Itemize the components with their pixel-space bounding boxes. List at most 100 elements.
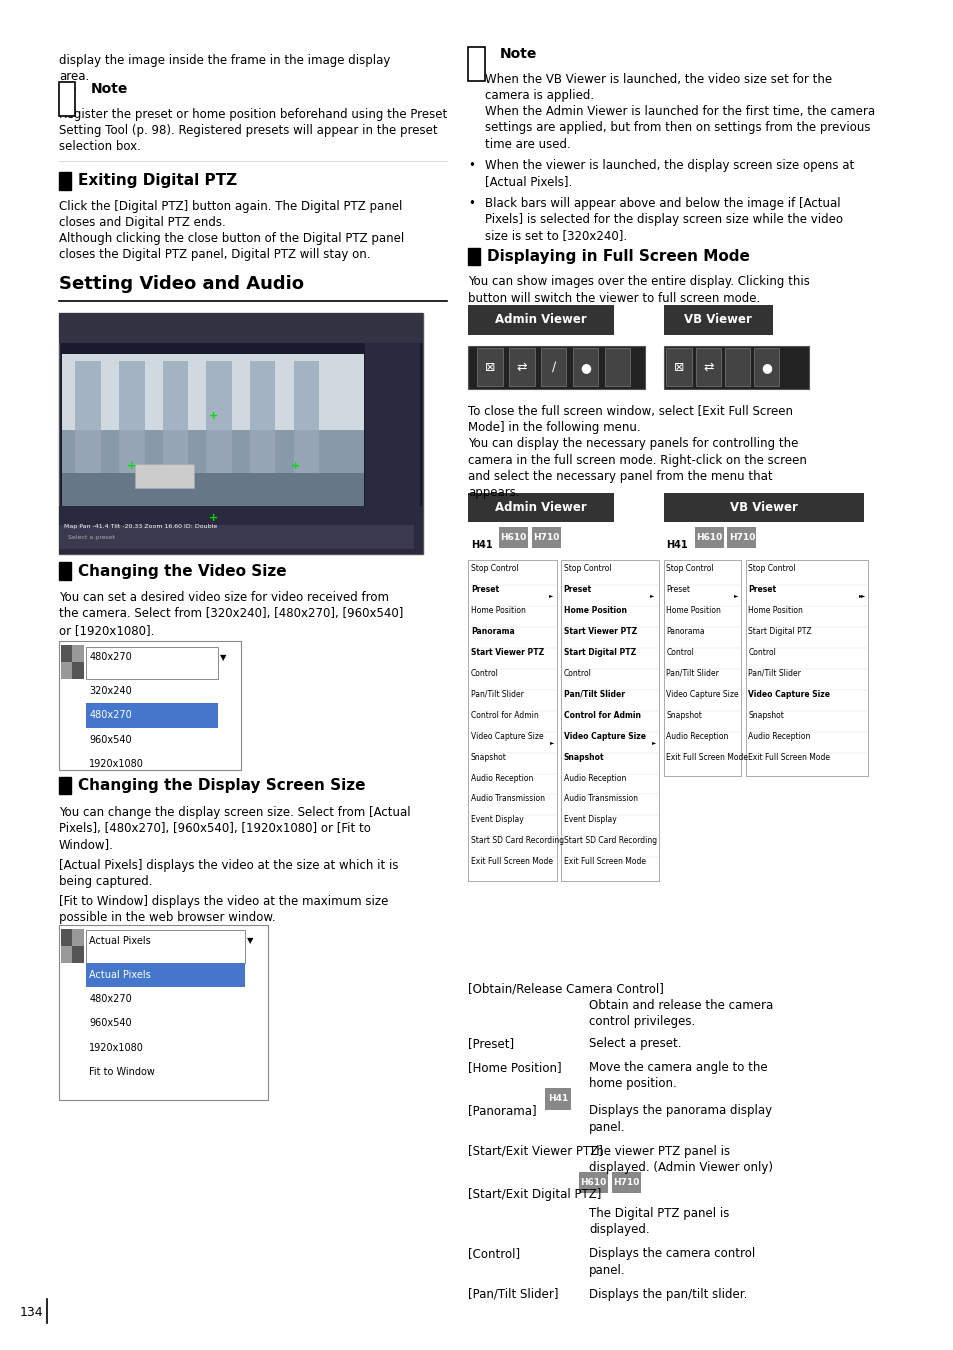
Bar bbox=[59, 641, 241, 770]
Text: ⇄: ⇄ bbox=[517, 360, 527, 374]
Bar bbox=[206, 362, 232, 475]
Bar bbox=[62, 354, 363, 429]
Text: ►: ► bbox=[733, 593, 738, 598]
Text: +: + bbox=[209, 412, 218, 421]
Text: size is set to [320x240].: size is set to [320x240]. bbox=[484, 230, 626, 243]
Text: appears.: appears. bbox=[468, 486, 519, 500]
Text: time are used.: time are used. bbox=[484, 138, 570, 151]
Text: 1920x1080: 1920x1080 bbox=[89, 1042, 144, 1053]
Text: Preset: Preset bbox=[747, 586, 776, 594]
Bar bbox=[72, 929, 84, 945]
Text: When the VB Viewer is launched, the video size set for the: When the VB Viewer is launched, the vide… bbox=[484, 73, 831, 86]
Text: Actual Pixels: Actual Pixels bbox=[89, 936, 151, 946]
Text: camera in the full screen mode. Right-click on the screen: camera in the full screen mode. Right-cl… bbox=[468, 454, 806, 467]
Text: Although clicking the close button of the Digital PTZ panel: Although clicking the close button of th… bbox=[59, 232, 404, 246]
Text: +: + bbox=[209, 513, 218, 522]
Bar bbox=[509, 348, 534, 386]
Bar bbox=[61, 929, 72, 945]
Text: control privileges.: control privileges. bbox=[589, 1015, 695, 1029]
Text: Select a preset.: Select a preset. bbox=[589, 1037, 680, 1050]
Text: displayed. (Admin Viewer only): displayed. (Admin Viewer only) bbox=[589, 1161, 772, 1174]
Bar bbox=[666, 348, 691, 386]
Text: Video Capture Size: Video Capture Size bbox=[666, 690, 739, 699]
Bar bbox=[545, 1088, 570, 1110]
Text: Snapshot: Snapshot bbox=[666, 710, 701, 720]
Bar bbox=[694, 526, 723, 548]
Text: Snapshot: Snapshot bbox=[563, 753, 603, 761]
Text: 480x270: 480x270 bbox=[89, 710, 132, 721]
Bar bbox=[250, 362, 275, 475]
Bar bbox=[87, 930, 245, 963]
Text: Pixels], [480x270], [960x540], [1920x1080] or [Fit to: Pixels], [480x270], [960x540], [1920x108… bbox=[59, 822, 371, 836]
Text: Start SD Card Recording: Start SD Card Recording bbox=[563, 837, 656, 845]
Text: Pan/Tilt Slider: Pan/Tilt Slider bbox=[747, 670, 801, 678]
Bar bbox=[62, 354, 363, 506]
Bar bbox=[744, 560, 867, 776]
Bar bbox=[663, 560, 740, 776]
Text: Displays the panorama display: Displays the panorama display bbox=[589, 1104, 771, 1118]
Text: [Home Position]: [Home Position] bbox=[468, 1061, 561, 1075]
Text: 960x540: 960x540 bbox=[89, 734, 132, 745]
Text: Pan/Tilt Slider: Pan/Tilt Slider bbox=[471, 690, 523, 699]
Text: home position.: home position. bbox=[589, 1077, 677, 1091]
Text: ▼: ▼ bbox=[219, 653, 226, 662]
Text: Pan/Tilt Slider: Pan/Tilt Slider bbox=[563, 690, 624, 699]
Text: Home Position: Home Position bbox=[471, 606, 525, 616]
Text: [Preset]: [Preset] bbox=[468, 1037, 514, 1050]
Text: Select a preset: Select a preset bbox=[68, 535, 115, 540]
Text: Admin Viewer: Admin Viewer bbox=[495, 501, 586, 514]
Text: Stop Control: Stop Control bbox=[471, 564, 518, 574]
Text: The Digital PTZ panel is: The Digital PTZ panel is bbox=[589, 1207, 729, 1220]
Text: Stop Control: Stop Control bbox=[666, 564, 713, 574]
Bar bbox=[59, 925, 268, 1100]
Text: button will switch the viewer to full screen mode.: button will switch the viewer to full sc… bbox=[468, 292, 760, 305]
Text: ▼: ▼ bbox=[247, 937, 253, 945]
Text: Changing the Video Size: Changing the Video Size bbox=[78, 563, 287, 579]
Bar bbox=[753, 348, 779, 386]
Text: Video Capture Size: Video Capture Size bbox=[747, 690, 829, 699]
Text: Pixels] is selected for the display screen size while the video: Pixels] is selected for the display scre… bbox=[484, 213, 841, 227]
Text: Changing the Display Screen Size: Changing the Display Screen Size bbox=[78, 778, 365, 794]
Text: Audio Reception: Audio Reception bbox=[471, 774, 533, 783]
Bar bbox=[695, 348, 720, 386]
Text: +: + bbox=[127, 462, 136, 471]
Bar bbox=[72, 663, 84, 679]
Text: Control: Control bbox=[471, 670, 498, 678]
Text: H41: H41 bbox=[548, 1095, 568, 1103]
Bar bbox=[61, 945, 72, 963]
Bar bbox=[59, 173, 71, 189]
Bar bbox=[72, 945, 84, 963]
Text: camera is applied.: camera is applied. bbox=[484, 89, 593, 103]
Bar bbox=[62, 472, 363, 506]
Bar bbox=[663, 305, 772, 335]
Bar bbox=[611, 1172, 640, 1193]
Text: Panorama: Panorama bbox=[666, 626, 704, 636]
Bar bbox=[163, 362, 188, 475]
Text: ⊠: ⊠ bbox=[673, 360, 683, 374]
Text: panel.: panel. bbox=[589, 1264, 625, 1277]
Text: ►: ► bbox=[650, 593, 654, 598]
Text: possible in the web browser window.: possible in the web browser window. bbox=[59, 911, 275, 925]
Text: Event Display: Event Display bbox=[471, 815, 523, 825]
Text: Control for Admin: Control for Admin bbox=[563, 710, 640, 720]
Bar bbox=[59, 778, 71, 794]
Text: Exit Full Screen Mode: Exit Full Screen Mode bbox=[666, 753, 747, 761]
Bar bbox=[72, 645, 84, 663]
Text: VB Viewer: VB Viewer bbox=[729, 501, 797, 514]
Text: The viewer PTZ panel is: The viewer PTZ panel is bbox=[589, 1145, 729, 1158]
Text: Register the preset or home position beforehand using the Preset: Register the preset or home position bef… bbox=[59, 108, 447, 122]
Text: [Start/Exit Digital PTZ]: [Start/Exit Digital PTZ] bbox=[468, 1188, 601, 1202]
Text: Mode] in the following menu.: Mode] in the following menu. bbox=[468, 421, 640, 435]
Bar bbox=[604, 348, 629, 386]
Text: Obtain and release the camera: Obtain and release the camera bbox=[589, 999, 773, 1012]
Text: area.: area. bbox=[59, 70, 90, 84]
Text: [Control]: [Control] bbox=[468, 1247, 519, 1261]
Text: H41: H41 bbox=[471, 540, 492, 549]
Text: closes and Digital PTZ ends.: closes and Digital PTZ ends. bbox=[59, 216, 226, 230]
Bar bbox=[59, 82, 75, 116]
Text: [Fit to Window] displays the video at the maximum size: [Fit to Window] displays the video at th… bbox=[59, 895, 388, 909]
Text: You can change the display screen size. Select from [Actual: You can change the display screen size. … bbox=[59, 806, 411, 819]
Text: Note: Note bbox=[91, 82, 128, 96]
Text: Setting Tool (p. 98). Registered presets will appear in the preset: Setting Tool (p. 98). Registered presets… bbox=[59, 124, 437, 138]
Text: Preset: Preset bbox=[666, 586, 690, 594]
